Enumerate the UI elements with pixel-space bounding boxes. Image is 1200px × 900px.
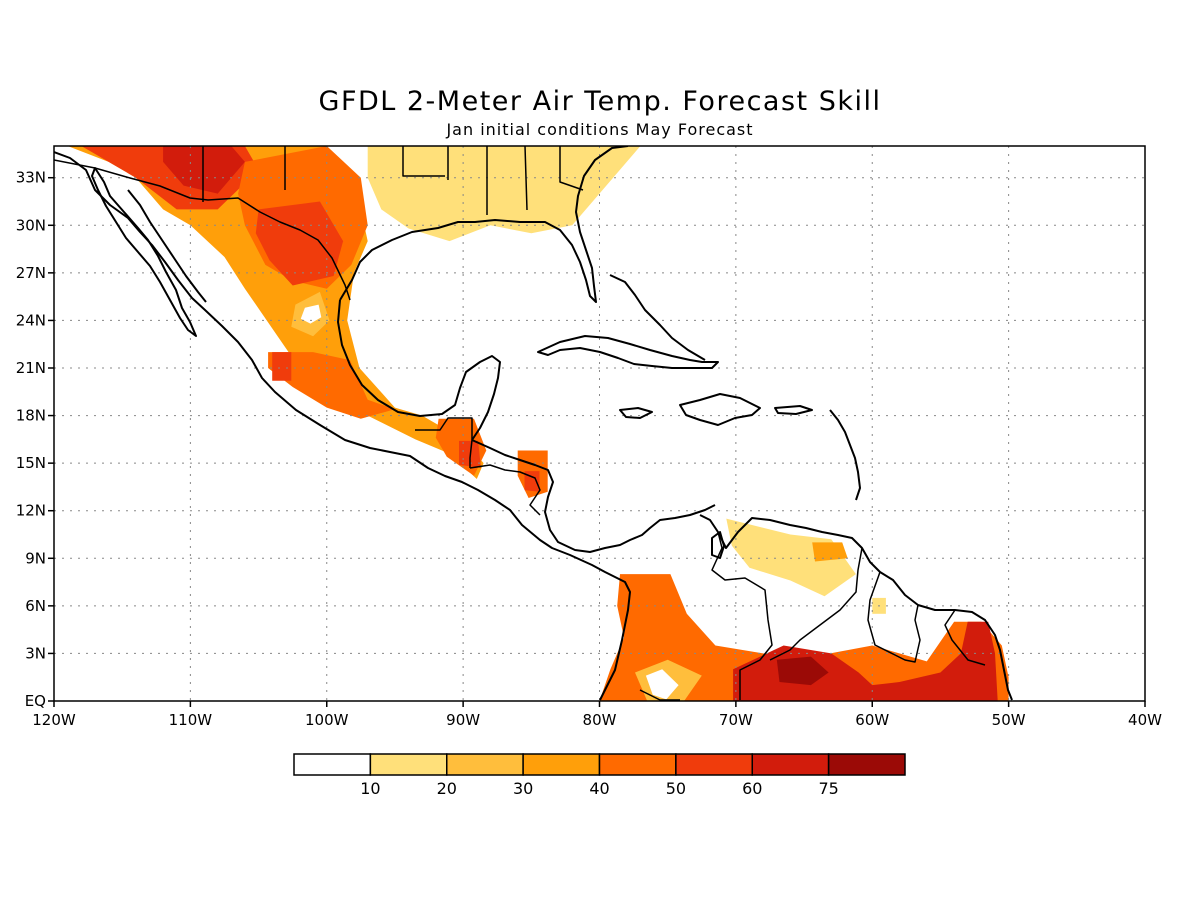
skill-region-0 <box>54 146 484 479</box>
skill-region-14 <box>599 574 1009 701</box>
coastline-baja-california <box>91 167 197 337</box>
lon-tick-label: 90W <box>446 711 480 729</box>
border-venezuela-guyana <box>769 547 863 661</box>
legend-label: 40 <box>589 779 609 798</box>
lat-tick-label: 12N <box>16 502 46 520</box>
legend-swatch-0 <box>293 753 372 776</box>
lon-tick-label: 100W <box>305 711 349 729</box>
legend-swatch-2 <box>446 753 524 776</box>
skill-region-8 <box>268 352 395 419</box>
legend-swatch-6 <box>751 753 830 776</box>
coastline-gulf-of-california <box>127 189 207 303</box>
island-cuba <box>537 335 719 369</box>
axis-ticks: 120W 110W 100W 90W 80W 70W 60W 50W 40W EQ 3N 6N 9N 12… <box>16 169 1162 729</box>
skill-region-13 <box>524 471 540 492</box>
lat-tick-label: 30N <box>16 216 46 234</box>
lon-tick-label: 80W <box>583 711 617 729</box>
lat-tick-label: 9N <box>25 549 46 567</box>
gridlines <box>54 146 1145 701</box>
lat-tick-label: 33N <box>16 169 46 187</box>
lon-tick-label: 60W <box>855 711 889 729</box>
island-hispaniola <box>679 393 761 426</box>
coastlines-layer <box>54 146 1013 701</box>
color-legend: 10 20 30 40 50 60 75 <box>293 753 906 798</box>
legend-swatch-7 <box>827 753 906 776</box>
skill-region-3 <box>163 146 245 194</box>
border-guyana-suriname <box>867 571 921 663</box>
coastline-gulf-of-mexico <box>339 146 629 303</box>
coastline-western-gulf <box>337 299 501 441</box>
lon-tick-label: 40W <box>1128 711 1162 729</box>
legend-label: 75 <box>818 779 838 798</box>
legend-label: 50 <box>666 779 686 798</box>
skill-region-5 <box>255 201 344 286</box>
border-us-mexico <box>54 159 351 301</box>
border-colombia-venezuela <box>711 531 773 700</box>
legend-label: 60 <box>742 779 762 798</box>
skill-region-20 <box>812 542 848 562</box>
coastline-south-america-north <box>699 514 1013 701</box>
island-jamaica <box>619 407 653 419</box>
legend-swatch-4 <box>598 753 677 776</box>
lat-tick-label: 3N <box>25 644 46 662</box>
island-puerto-rico <box>774 405 813 415</box>
lon-tick-label: 70W <box>719 711 753 729</box>
map-subtitle: Jan initial conditions May Forecast <box>446 120 754 139</box>
border-central-america <box>469 464 541 516</box>
legend-swatch-3 <box>522 753 601 776</box>
islands-bahamas <box>609 274 706 361</box>
islands-lesser-antilles <box>829 409 861 501</box>
lat-tick-label: 24N <box>16 311 46 329</box>
lat-tick-label: 15N <box>16 454 46 472</box>
skill-region-19 <box>726 518 856 597</box>
legend-label: 30 <box>513 779 533 798</box>
border-mexico-guatemala <box>415 417 473 468</box>
lon-tick-label: 50W <box>992 711 1026 729</box>
lat-tick-label: EQ <box>25 692 46 710</box>
skill-region-18 <box>776 656 829 686</box>
lon-tick-label: 110W <box>169 711 213 729</box>
lon-tick-label: 120W <box>32 711 76 729</box>
lake-maracaibo <box>711 531 725 559</box>
border-peru-brazil <box>639 689 680 701</box>
legend-swatch-1 <box>369 753 448 776</box>
legend-label: 10 <box>360 779 380 798</box>
lat-tick-label: 6N <box>25 597 46 615</box>
skill-region-7 <box>300 304 322 324</box>
lat-tick-label: 18N <box>16 407 46 425</box>
legend-swatch-5 <box>675 753 753 776</box>
border-us-states <box>202 146 584 215</box>
skill-shading-layer <box>54 146 1009 701</box>
legend-label: 20 <box>437 779 457 798</box>
skill-region-9 <box>272 352 292 381</box>
lat-tick-label: 21N <box>16 359 46 377</box>
skill-region-16 <box>645 669 679 700</box>
lat-tick-label: 27N <box>16 264 46 282</box>
coastline-central-america-caribbean <box>471 439 716 553</box>
map-title: GFDL 2-Meter Air Temp. Forecast Skill <box>318 86 882 117</box>
skill-region-1 <box>367 146 641 242</box>
border-french-guiana <box>944 609 986 666</box>
